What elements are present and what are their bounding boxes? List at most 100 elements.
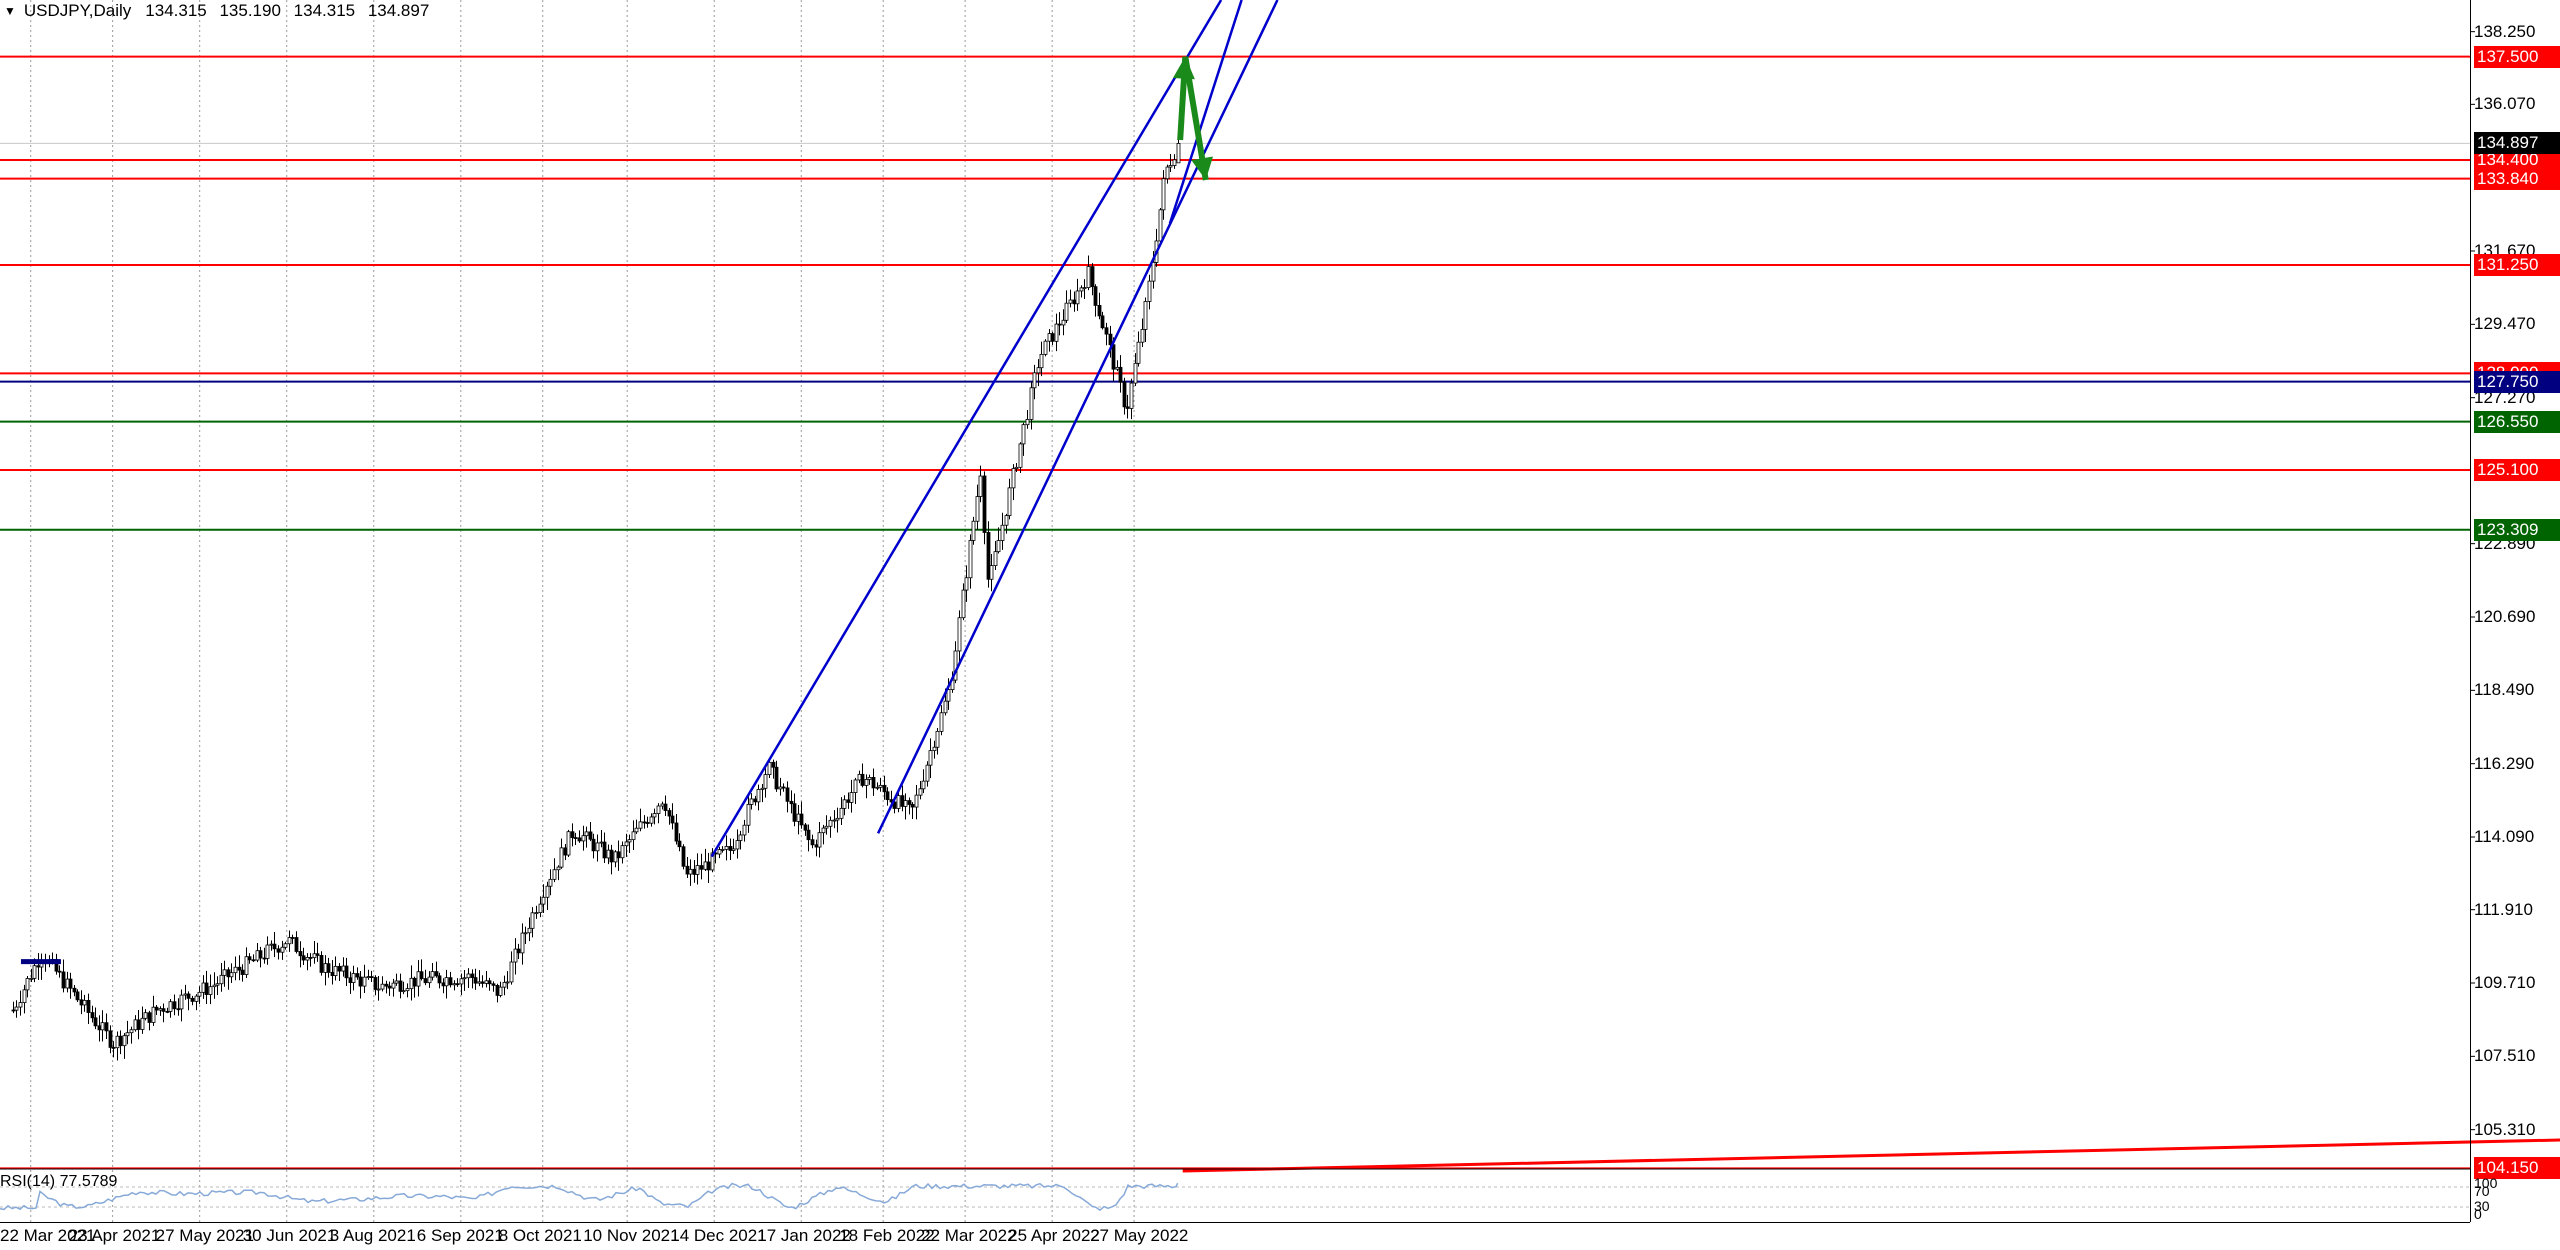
- levels-layer: [0, 55, 2470, 1170]
- candle-body: [301, 955, 306, 961]
- y-tick-label: 111.910: [2474, 899, 2533, 919]
- candle-body: [609, 849, 614, 863]
- candle-body: [1086, 266, 1091, 289]
- candle-body: [190, 997, 195, 1002]
- candle-body: [652, 813, 657, 818]
- y-tick-label: 109.710: [2474, 973, 2536, 992]
- symbol-label: USDJPY,Daily: [23, 1, 132, 20]
- candle-body: [706, 861, 711, 871]
- candle-body: [943, 700, 948, 714]
- candle-body: [154, 1006, 159, 1011]
- candle-body: [430, 971, 435, 978]
- candle-body: [982, 475, 987, 533]
- candle-body: [480, 981, 485, 984]
- candle-body: [599, 841, 604, 844]
- candle-body: [118, 1035, 123, 1047]
- candle-body: [251, 959, 256, 962]
- candle-body: [832, 819, 837, 822]
- candle-body: [638, 821, 643, 829]
- candle-body: [681, 846, 686, 867]
- candle-body: [165, 1010, 170, 1013]
- candle-body: [957, 617, 962, 652]
- candle-body: [953, 650, 958, 681]
- candle-body: [914, 794, 919, 808]
- level-price-tag: 137.500: [2474, 45, 2560, 68]
- candle-body: [907, 800, 912, 805]
- candle-body: [1172, 159, 1177, 166]
- candle-body: [376, 988, 381, 991]
- candle-body: [129, 1029, 134, 1034]
- candle-body: [660, 803, 665, 807]
- candle-body: [1097, 305, 1102, 317]
- candle-body: [667, 810, 672, 817]
- x-tick-label: 23 Apr 2021: [68, 1226, 161, 1245]
- x-tick-label: 25 Apr 2022: [1008, 1226, 1100, 1245]
- candle-body: [1079, 287, 1084, 292]
- candle-body: [674, 822, 679, 842]
- y-tick-label: 138.250: [2474, 21, 2536, 41]
- rsi-scale-label: 100: [2474, 1175, 2498, 1191]
- candle-body: [244, 956, 249, 975]
- candle-body: [767, 761, 772, 776]
- y-tick-label: 105.310: [2474, 1119, 2536, 1139]
- candle-body: [151, 1006, 156, 1023]
- candle-body: [828, 819, 833, 827]
- candle-body: [932, 746, 937, 752]
- candle-body: [412, 977, 417, 987]
- candle-body: [563, 847, 568, 856]
- candle-body: [373, 977, 378, 990]
- candle-body: [319, 955, 324, 973]
- candle-body: [305, 957, 310, 961]
- candle-body: [495, 985, 500, 996]
- dropdown-triangle-icon[interactable]: ▼: [4, 4, 16, 18]
- candle-body: [971, 520, 976, 541]
- candle-body: [136, 1019, 141, 1030]
- candle-body: [677, 840, 682, 848]
- candle-body: [358, 976, 363, 987]
- y-tick-label: 116.290: [2474, 753, 2535, 773]
- candle-body: [1176, 143, 1181, 164]
- candle-body: [814, 844, 819, 848]
- candle-body: [14, 1006, 19, 1011]
- candle-body: [1151, 262, 1156, 282]
- candle-body: [896, 795, 901, 809]
- level-extension-line: [1182, 1138, 2560, 1173]
- candle-body: [900, 795, 905, 807]
- candle-body: [928, 750, 933, 766]
- candle-body: [452, 983, 457, 986]
- candle-body: [789, 800, 794, 805]
- candle-body: [255, 950, 260, 961]
- candle-body: [1047, 333, 1052, 342]
- candle-body: [867, 777, 872, 780]
- level-price-tag: 126.550: [2474, 410, 2560, 433]
- candle-body: [975, 496, 980, 522]
- candle-body: [806, 829, 811, 841]
- candle-body: [401, 990, 406, 993]
- candle-body: [864, 779, 869, 786]
- candle-body: [1007, 487, 1012, 516]
- candle-body: [355, 973, 360, 978]
- candle-body: [394, 980, 399, 984]
- candle-body: [556, 866, 561, 871]
- candle-body: [22, 989, 27, 1003]
- candle-body: [1057, 323, 1062, 326]
- candle-body: [294, 937, 299, 952]
- candle-body: [1025, 419, 1030, 426]
- rsi-scale-label: 0: [2474, 1206, 2482, 1222]
- candle-body: [699, 865, 704, 870]
- candle-body: [68, 978, 73, 989]
- candle-body: [247, 956, 252, 961]
- low-value: 134.315: [293, 1, 356, 20]
- candle-body: [588, 831, 593, 840]
- candle-body: [1061, 319, 1066, 326]
- candle-body: [215, 983, 220, 986]
- candle-body: [803, 824, 808, 831]
- candle-body: [541, 896, 546, 905]
- candle-body: [538, 903, 543, 914]
- candle-body: [348, 977, 353, 983]
- candle-body: [939, 712, 944, 732]
- candle-body: [616, 851, 621, 859]
- candle-body: [918, 788, 923, 796]
- candle-body: [204, 982, 209, 995]
